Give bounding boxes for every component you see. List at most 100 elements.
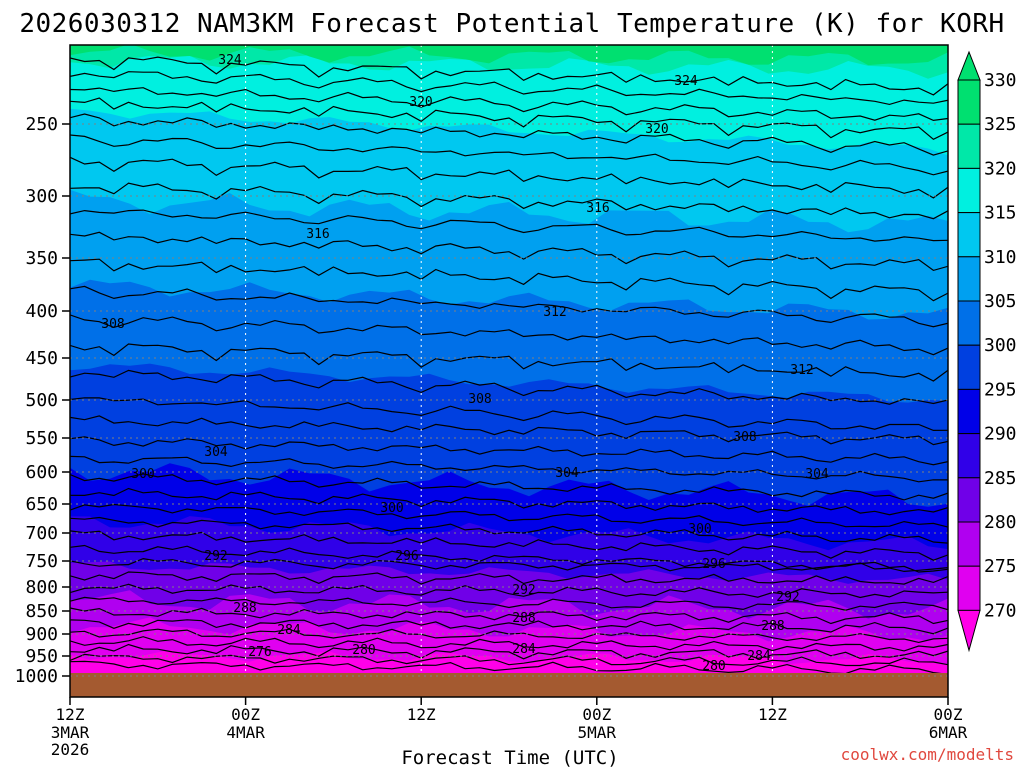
ground-surface [70, 673, 948, 697]
contour-line [70, 397, 948, 432]
contour-label: 300 [688, 522, 711, 537]
y-tick-label: 600 [25, 462, 58, 483]
gridlines [69, 45, 949, 677]
contour-line [70, 369, 948, 405]
contour-label: 308 [101, 317, 124, 332]
x-tick-date: 5MAR [578, 723, 617, 742]
contour-label: 288 [233, 601, 256, 616]
contour-line [70, 530, 948, 561]
contour-line [70, 436, 948, 466]
colorbar-label: 305 [984, 291, 1017, 312]
y-tick-label: 750 [25, 551, 58, 572]
contour-label: 320 [645, 122, 668, 137]
contour-line [70, 314, 948, 356]
contour-line [70, 653, 948, 667]
colorbar-label: 270 [984, 600, 1017, 621]
contour-line [70, 87, 948, 122]
colorbar-swatch [957, 256, 981, 302]
y-tick-label: 900 [25, 624, 58, 645]
colorbar-swatch [957, 521, 981, 567]
colorbar-swatch [957, 79, 981, 125]
colorbar-label: 310 [984, 247, 1017, 268]
x-tick-label: 00Z [934, 705, 963, 724]
x-tick-label: 12Z [407, 705, 436, 724]
contour-line [70, 156, 948, 199]
contour-line [70, 583, 948, 599]
y-tick-label: 250 [25, 114, 58, 135]
contour-label: 280 [352, 643, 375, 658]
contour-line [70, 503, 948, 528]
x-tick-label: 12Z [758, 705, 787, 724]
band-320 [70, 45, 948, 156]
contour-line [70, 619, 948, 635]
contour-line [70, 487, 948, 516]
x-tick-label: 12Z [56, 705, 85, 724]
contour-label: 324 [218, 53, 242, 68]
contour-label: 284 [747, 649, 771, 664]
contour-line [70, 544, 948, 573]
contour-label: 304 [805, 467, 829, 482]
x-tick-date: 3MAR [51, 723, 90, 742]
colorbar-swatch [957, 344, 981, 390]
contour-line [70, 516, 948, 544]
band-330 [70, 45, 948, 66]
colorbar-swatch [957, 477, 981, 523]
x-tick-label: 00Z [231, 705, 260, 724]
x-tick-date: 4MAR [226, 723, 265, 742]
contour-label: 304 [555, 466, 579, 481]
contour-label: 280 [702, 659, 725, 674]
y-tick-label: 400 [25, 301, 58, 322]
y-tick-label: 700 [25, 523, 58, 544]
colorbar-label: 280 [984, 512, 1017, 533]
colorbar-swatch [957, 167, 981, 214]
contour-line [70, 209, 948, 242]
colorbar-bottom-arrow [957, 609, 981, 653]
contour-lines [70, 56, 948, 673]
contour-label: 284 [512, 642, 536, 657]
contour-labels: 324 324 320 320 316 316 312 312 308 308 308 304 304 3… [101, 53, 829, 674]
contour-label: 288 [761, 619, 784, 634]
contour-label: 300 [131, 467, 154, 482]
contour-label: 308 [468, 392, 491, 407]
contour-label: 292 [776, 590, 799, 605]
contour-line [70, 557, 948, 573]
colorbar-swatch [957, 212, 981, 258]
contour-label: 308 [733, 430, 756, 445]
y-tick-label: 450 [25, 348, 58, 369]
contour-line [70, 473, 948, 501]
contour-line [70, 113, 948, 156]
contour-line [70, 607, 948, 625]
colorbar-label: 320 [984, 158, 1017, 179]
contour-line [70, 643, 948, 660]
contour-label: 296 [702, 557, 725, 572]
contour-label: 300 [380, 501, 403, 516]
colorbar-swatch [957, 388, 981, 435]
contour-line [70, 71, 948, 106]
contour-label: 288 [512, 611, 535, 626]
contour-label: 316 [586, 201, 609, 216]
contour-label: 316 [306, 227, 329, 242]
contour-label: 284 [277, 623, 301, 638]
y-tick-label: 950 [25, 646, 58, 667]
contour-label: 296 [395, 549, 418, 564]
contour-line [70, 571, 948, 585]
y-tick-label: 300 [25, 186, 58, 207]
contour-label: 312 [790, 363, 813, 378]
contour-line [70, 596, 948, 611]
colorbar-swatch [957, 300, 981, 346]
chart-title: 2026030312 NAM3KM Forecast Potential Tem… [19, 9, 1004, 39]
colorbar-swatch [957, 433, 981, 479]
contour-line [70, 231, 948, 272]
credit-text: coolwx.com/modelts [841, 745, 1014, 764]
contour-label: 292 [204, 549, 227, 564]
contour-label: 324 [674, 74, 698, 89]
y-tick-label: 550 [25, 428, 58, 449]
colorbar-label: 295 [984, 379, 1017, 400]
colorbar-label: 300 [984, 335, 1017, 356]
contour-line [70, 56, 948, 96]
colorbar-swatch [957, 123, 981, 169]
x-axis-label: Forecast Time (UTC) [401, 747, 618, 768]
y-tick-label: 650 [25, 494, 58, 515]
